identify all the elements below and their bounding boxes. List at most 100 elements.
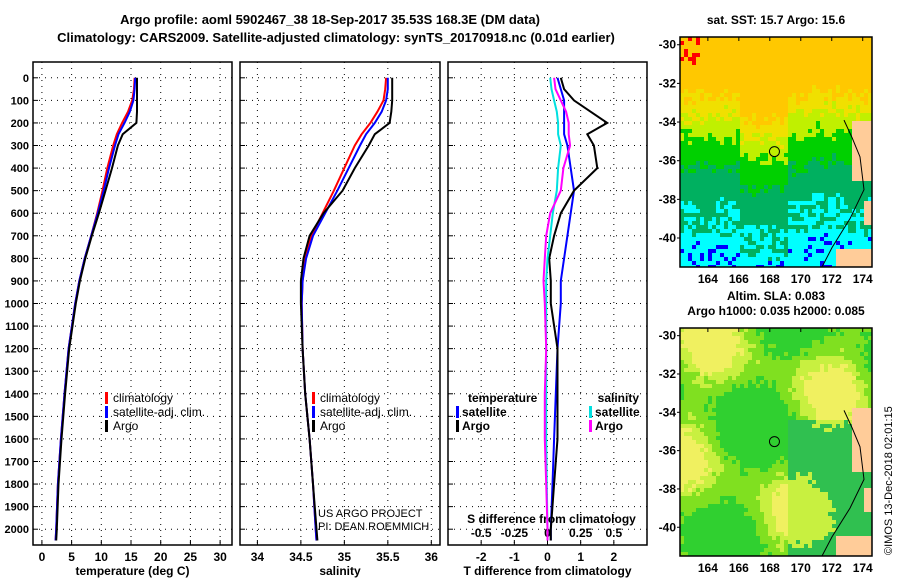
map-cell — [752, 249, 756, 253]
map-cell — [764, 85, 768, 89]
map-cell — [864, 245, 868, 249]
map-cell — [764, 113, 768, 117]
map-cell — [716, 109, 720, 113]
map-cell — [716, 460, 720, 464]
map-cell — [788, 484, 792, 488]
map-cell — [824, 105, 828, 109]
map-cell — [844, 328, 848, 332]
map-cell — [732, 420, 736, 424]
map-cell — [844, 141, 848, 145]
map-cell — [736, 396, 740, 400]
map-cell — [828, 261, 832, 265]
map-cell — [860, 145, 864, 149]
map-cell — [832, 109, 836, 113]
map-cell — [836, 77, 840, 81]
map-cell — [800, 396, 804, 400]
map-cell — [868, 193, 872, 197]
map-cell — [800, 364, 804, 368]
map-cell — [712, 185, 716, 189]
map-cell — [696, 73, 700, 77]
map-cell — [748, 189, 752, 193]
map-cell — [844, 45, 848, 49]
map-cell — [688, 181, 692, 185]
map-cell — [704, 205, 708, 209]
map-cell — [752, 484, 756, 488]
map-cell — [792, 57, 796, 61]
map-cell — [744, 161, 748, 165]
map-cell — [684, 448, 688, 452]
map-cell — [708, 169, 712, 173]
map-cell — [740, 121, 744, 125]
map-cell — [756, 197, 760, 201]
map-cell — [740, 464, 744, 468]
map-cell — [752, 57, 756, 61]
map-cell — [812, 217, 816, 221]
map-cell — [720, 225, 724, 229]
map-cell — [816, 249, 820, 253]
map-cell — [800, 61, 804, 65]
map-cell — [696, 197, 700, 201]
s-diff-tick-label: 0.25 — [569, 526, 593, 540]
map-cell — [680, 221, 684, 225]
map-cell — [752, 356, 756, 360]
map-cell — [820, 177, 824, 181]
map-cell — [696, 113, 700, 117]
map-cell — [736, 360, 740, 364]
map-cell — [812, 388, 816, 392]
map-cell — [800, 197, 804, 201]
map-cell — [716, 117, 720, 121]
map-cell — [748, 177, 752, 181]
map-cell — [708, 133, 712, 137]
map-cell — [696, 416, 700, 420]
map-cell — [808, 249, 812, 253]
map-cell — [748, 53, 752, 57]
map-cell — [816, 265, 820, 267]
map-cell — [856, 153, 860, 157]
map-cell — [748, 245, 752, 249]
map-cell — [704, 45, 708, 49]
map-cell — [784, 448, 788, 452]
map-cell — [724, 412, 728, 416]
map-cell — [736, 189, 740, 193]
map-cell — [832, 129, 836, 133]
map-cell — [736, 456, 740, 460]
map-cell — [720, 85, 724, 89]
map-cell — [792, 229, 796, 233]
map-cell — [776, 245, 780, 249]
map-cell — [712, 149, 716, 153]
map-cell — [856, 117, 860, 121]
map-cell — [800, 452, 804, 456]
profile-line-satellite-adj-clim- — [300, 77, 389, 541]
map-cell — [860, 105, 864, 109]
map-cell — [712, 472, 716, 476]
map-cell — [740, 173, 744, 177]
map-cell — [768, 432, 772, 436]
map-cell — [808, 185, 812, 189]
map-cell — [812, 480, 816, 484]
map-cell — [692, 141, 696, 145]
map-cell — [740, 452, 744, 456]
map-cell — [776, 484, 780, 488]
map-cell — [780, 432, 784, 436]
map-cell — [688, 400, 692, 404]
map-cell — [768, 65, 772, 69]
map-cell — [744, 332, 748, 336]
map-cell — [728, 177, 732, 181]
map-cell — [732, 77, 736, 81]
map-cell — [716, 452, 720, 456]
map-cell — [732, 209, 736, 213]
map-cell — [716, 432, 720, 436]
map-cell — [736, 77, 740, 81]
map-cell — [800, 173, 804, 177]
map-cell — [816, 440, 820, 444]
map-cell — [680, 249, 684, 253]
map-cell — [752, 408, 756, 412]
map-cell — [780, 484, 784, 488]
map-cell — [784, 49, 788, 53]
map-cell — [704, 432, 708, 436]
map-cell — [844, 57, 848, 61]
map-cell — [756, 452, 760, 456]
map-cell — [768, 420, 772, 424]
map-cell — [684, 181, 688, 185]
map-cell — [700, 412, 704, 416]
